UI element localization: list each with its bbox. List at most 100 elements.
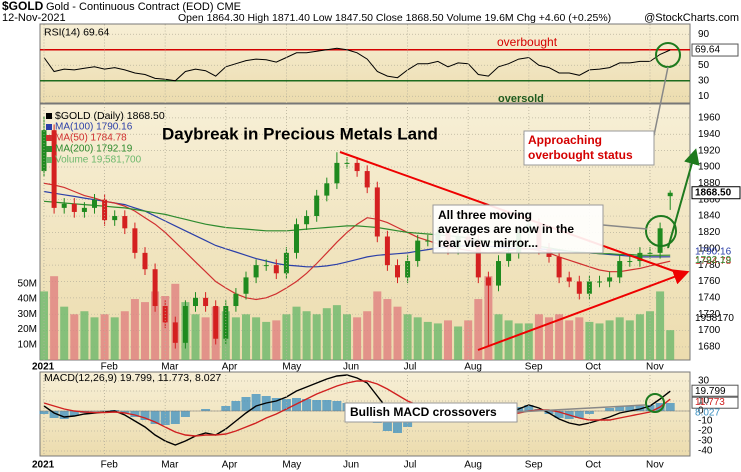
- y-tick-label: -30: [698, 436, 713, 447]
- volume-bar: [70, 314, 79, 360]
- candle-body: [243, 277, 249, 294]
- moving-average: [43, 182, 671, 301]
- y-tick-label: 1880: [698, 178, 721, 189]
- volume-bar: [292, 306, 301, 360]
- y-tick-label: -20: [698, 426, 713, 437]
- candle-body: [637, 252, 643, 262]
- credit: @StockCharts.com: [644, 12, 739, 24]
- candle-body: [374, 187, 380, 237]
- candle-body: [304, 216, 310, 225]
- candle-body: [415, 240, 421, 262]
- candle-body: [51, 130, 57, 208]
- candle-body: [213, 306, 219, 339]
- volume-bar: [373, 291, 382, 360]
- volume-bar: [90, 317, 99, 360]
- histogram-bar: [140, 411, 150, 420]
- histogram-bar: [150, 411, 160, 424]
- volume-bar: [332, 305, 341, 360]
- candle-body: [607, 277, 613, 282]
- candle-body: [132, 228, 138, 253]
- value-label: 1792.19: [695, 255, 732, 266]
- histogram-bar: [130, 411, 140, 417]
- value-box: [691, 395, 739, 409]
- y-tick-label: 90: [698, 29, 710, 40]
- y-tick-label: 1840: [698, 211, 721, 222]
- value-label: 1868.50: [695, 187, 732, 198]
- x-tick-label: Feb: [101, 362, 119, 373]
- volume-bar: [565, 320, 574, 360]
- candle-body: [425, 240, 431, 242]
- candle-body: [384, 236, 390, 266]
- volume-bar: [545, 317, 553, 360]
- histogram-bar: [302, 399, 312, 411]
- histogram-bar: [605, 408, 615, 411]
- volume-bar: [555, 314, 564, 360]
- trend-line: [477, 269, 690, 351]
- volume-bar: [393, 306, 402, 360]
- callout-text: overbought status: [528, 148, 633, 162]
- legend-label: MA(50) 1784.78: [55, 133, 127, 144]
- candle-body: [61, 203, 67, 208]
- volume-bar: [60, 306, 69, 360]
- volume-bar: [423, 321, 432, 360]
- candle-body: [233, 293, 239, 307]
- volume-bar: [252, 317, 261, 360]
- x-tick-label: Mar: [161, 362, 179, 373]
- y-tick-label: 10: [698, 396, 710, 407]
- candle-body: [314, 195, 320, 217]
- candle-body: [193, 297, 198, 307]
- callout-line: [602, 224, 648, 230]
- volume-bar: [141, 302, 149, 360]
- volume-bar: [454, 326, 463, 360]
- candle-body: [485, 277, 491, 286]
- volume-bar: [625, 320, 634, 360]
- legend-swatch: [46, 146, 52, 152]
- callout-box: [432, 204, 604, 254]
- x-tick-label: Oct: [585, 362, 601, 373]
- candle-body: [273, 265, 279, 274]
- candle-body: [41, 130, 47, 172]
- histogram-bar: [615, 406, 625, 411]
- candle-body: [253, 265, 259, 278]
- histogram-bar: [120, 411, 130, 413]
- volume-bar: [433, 323, 442, 360]
- candle-body: [667, 192, 673, 197]
- x-tick-label: Jul: [404, 362, 417, 373]
- y-tick-label: 1900: [698, 162, 721, 173]
- overbought-label: overbought: [497, 35, 558, 49]
- volume-bar: [474, 299, 483, 360]
- legend-label: MA(100) 1790.16: [55, 122, 133, 133]
- volume-bar: [50, 276, 59, 360]
- y-tick-label: 1760: [698, 276, 721, 287]
- value-box: [691, 43, 739, 57]
- histogram-bar: [625, 406, 635, 411]
- x-tick-label: Aug: [464, 460, 482, 471]
- callout-line: [651, 66, 669, 146]
- callout-text: rear view mirror...: [438, 236, 538, 250]
- y-tick-label: 1940: [698, 129, 721, 140]
- legend-label: Volume 19,581,700: [55, 155, 142, 166]
- volume-bar: [302, 311, 311, 360]
- volume-tick-label: 30M: [18, 309, 37, 320]
- x-tick-label: May: [282, 460, 301, 471]
- y-tick-label: 1720: [698, 309, 721, 320]
- candle-body: [344, 162, 350, 164]
- volume-bar: [322, 308, 331, 360]
- y-tick-label: 1960: [698, 113, 721, 124]
- y-tick-label: 1680: [698, 342, 721, 353]
- histogram-bar: [49, 411, 59, 418]
- value-label: 1784.78: [695, 256, 732, 267]
- candle-body: [617, 261, 623, 278]
- value-label: 69.64: [695, 45, 720, 56]
- x-tick-label: 2021: [32, 460, 55, 471]
- volume-bar: [444, 320, 452, 360]
- rsi-line: [43, 47, 671, 82]
- rsi-panel: [39, 23, 691, 104]
- quote: Open 1864.30 High 1871.40 Low 1847.50 Cl…: [178, 12, 611, 24]
- candle-body: [71, 203, 77, 212]
- y-tick-label: -10: [698, 416, 713, 427]
- x-tick-label: Jul: [404, 460, 417, 471]
- volume-tick-label: 20M: [18, 324, 37, 335]
- volume-bar: [605, 320, 614, 360]
